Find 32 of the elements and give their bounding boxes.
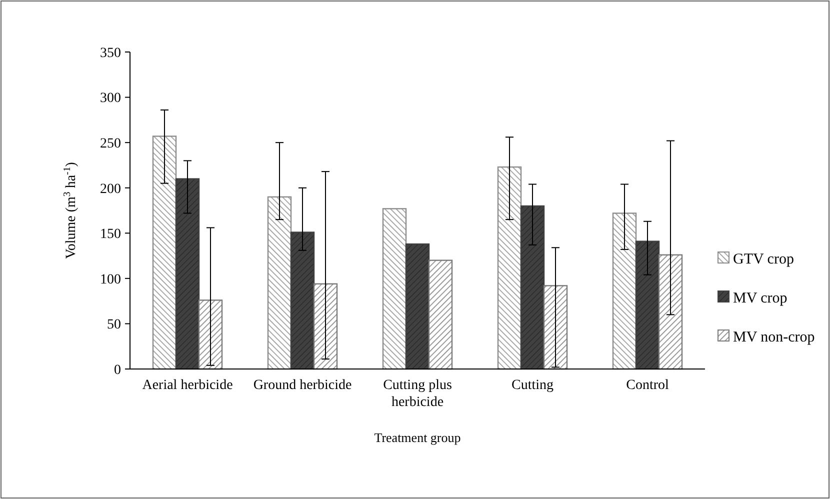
- x-tick-label: Aerial herbicide: [142, 378, 233, 393]
- legend-label: MV non-crop: [733, 329, 815, 346]
- bar: [497, 166, 522, 370]
- x-tick-label: Cutting: [511, 378, 554, 393]
- y-tick-label: 150: [100, 227, 121, 242]
- y-tick-label: 50: [107, 318, 121, 333]
- bar: [175, 178, 200, 370]
- legend-label: MV crop: [733, 290, 788, 306]
- x-tick-label: Control: [626, 378, 669, 393]
- legend-label: GTV crop: [733, 251, 794, 268]
- bar: [428, 260, 453, 370]
- bar: [152, 136, 177, 370]
- bar: [382, 208, 407, 370]
- y-tick-label: 300: [100, 91, 121, 106]
- bar: [612, 212, 637, 370]
- bar: [520, 205, 545, 370]
- x-tick-label: Ground herbicide: [253, 378, 352, 393]
- y-tick-label: 350: [100, 46, 121, 61]
- bar: [658, 254, 683, 370]
- bar: [543, 285, 568, 370]
- bar: [635, 240, 660, 370]
- bar: [313, 283, 338, 370]
- x-axis-title: Treatment group: [374, 430, 461, 445]
- bar: [290, 232, 315, 370]
- bar: [405, 243, 430, 370]
- bar: [198, 300, 223, 370]
- y-tick-label: 0: [114, 362, 121, 378]
- y-tick-label: 200: [100, 182, 121, 197]
- bar: [267, 196, 292, 370]
- y-tick-label: 250: [100, 136, 121, 152]
- x-tick-label: Cutting plus herbicide: [383, 378, 452, 410]
- y-tick-label: 100: [100, 272, 121, 288]
